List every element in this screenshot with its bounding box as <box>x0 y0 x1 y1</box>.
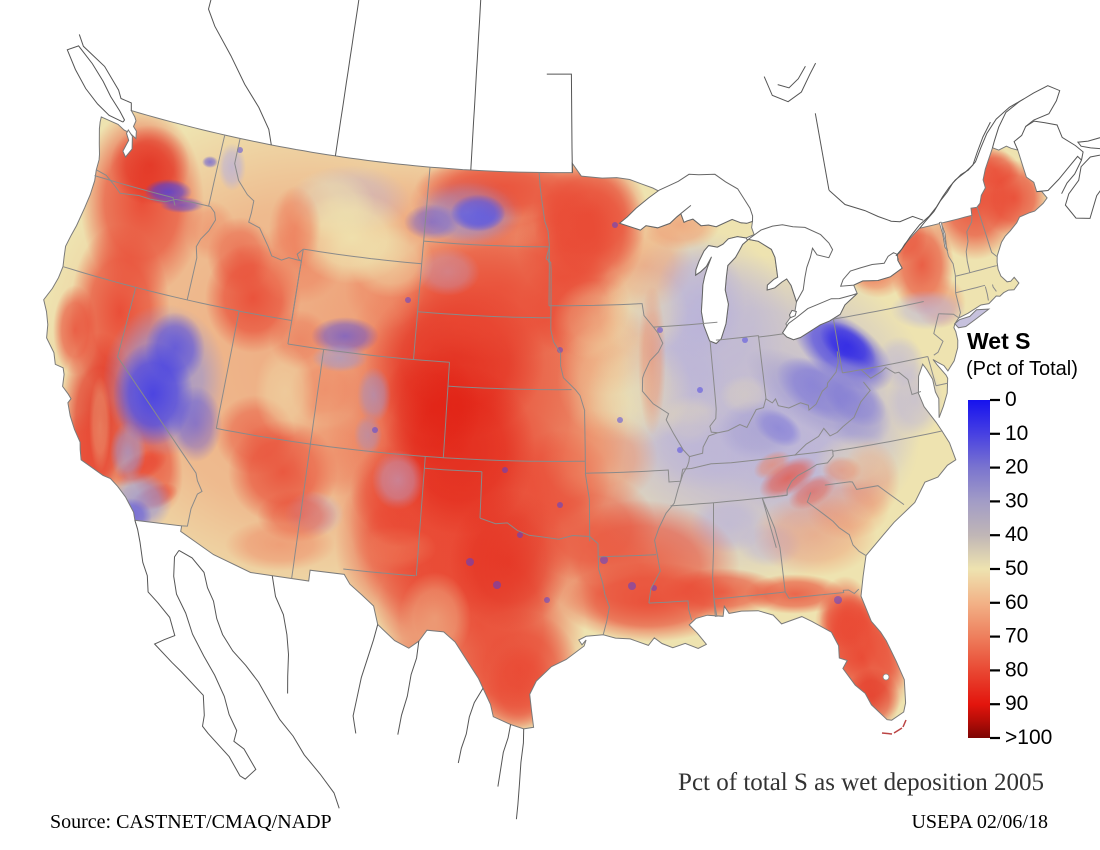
svg-text:(Pct of Total): (Pct of Total) <box>966 358 1078 380</box>
svg-text:70: 70 <box>1005 625 1028 648</box>
svg-text:50: 50 <box>1005 557 1028 580</box>
svg-text:>100: >100 <box>1005 726 1052 749</box>
svg-text:Pct of total S as wet depositi: Pct of total S as wet deposition 2005 <box>678 769 1044 796</box>
svg-text:USEPA 02/06/18: USEPA 02/06/18 <box>911 811 1048 833</box>
svg-text:80: 80 <box>1005 658 1028 681</box>
svg-text:Wet S: Wet S <box>967 328 1030 354</box>
svg-text:20: 20 <box>1005 456 1028 479</box>
svg-text:90: 90 <box>1005 692 1028 715</box>
svg-text:30: 30 <box>1005 489 1028 512</box>
svg-text:60: 60 <box>1005 591 1028 614</box>
svg-text:40: 40 <box>1005 523 1028 546</box>
svg-text:10: 10 <box>1005 422 1028 445</box>
svg-text:0: 0 <box>1005 388 1017 411</box>
svg-text:Source: CASTNET/CMAQ/NADP: Source: CASTNET/CMAQ/NADP <box>50 811 332 833</box>
